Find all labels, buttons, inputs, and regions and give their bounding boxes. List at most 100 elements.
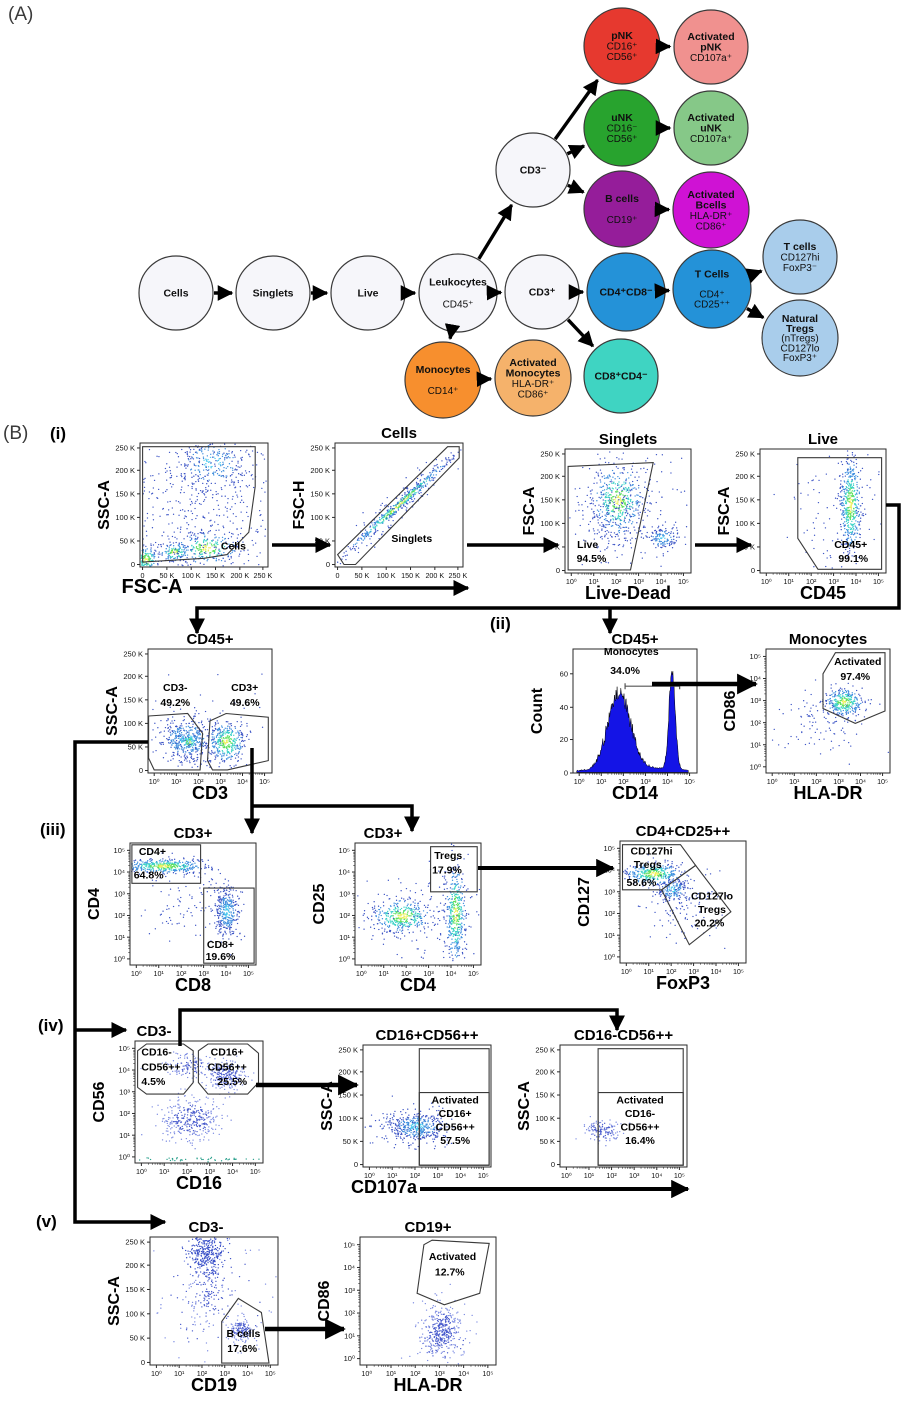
scatter-points-mono-act-1 [771, 679, 890, 765]
scatter-points-mono-act-0 [833, 693, 856, 711]
gate-bcells [221, 1297, 270, 1364]
x-tick-label: 10² [197, 1369, 208, 1378]
plot-frame [149, 1236, 279, 1366]
node-circle [672, 249, 752, 329]
y-tick-label: 150 K [310, 489, 330, 498]
node-label: T cells [784, 241, 817, 253]
x-tick-label: 200 K [425, 571, 444, 580]
scatter-points-livedead-3 [574, 453, 688, 566]
gate-label: 64.8% [134, 869, 164, 881]
y-tick-label: 10³ [604, 887, 615, 896]
scatter-points-cd4-cd8-2 [140, 849, 242, 942]
y-tick-label: 150 K [535, 1091, 555, 1100]
gate-act-cd16pos [418, 1092, 490, 1166]
node-label: FoxP3⁺ [783, 353, 817, 364]
y-tick-label: 100 K [125, 1309, 145, 1318]
scatter-points-cd127-foxp3-0 [628, 864, 678, 885]
y-tick-label: 50 K [343, 1137, 358, 1146]
x-tick-label: 10⁰ [767, 777, 778, 786]
plot-annotation: Monocytes [604, 646, 659, 658]
y-tick-label: 10³ [339, 889, 350, 898]
y-tick-label: 250 K [540, 450, 560, 459]
y-tick-label: 250 K [535, 1045, 555, 1054]
scatter-points-cd19-1 [195, 1272, 224, 1314]
y-tick-label: 100 K [535, 1114, 555, 1123]
plot-annotation: 34.0% [610, 665, 640, 677]
gate-label: 57.5% [440, 1135, 470, 1147]
scatter-points-cd127-foxp3-0 [643, 869, 665, 878]
y-axis-label: CD86 [722, 690, 739, 731]
y-tick-label: 10² [119, 1109, 130, 1118]
x-tick-label: 10³ [215, 777, 226, 786]
node-circle [762, 219, 838, 295]
y-axis-label: Count [529, 687, 546, 734]
y-tick-label: 100 K [310, 513, 330, 522]
y-tick-label: 10⁴ [338, 868, 350, 877]
scatter-points-cd127-foxp3-0 [637, 866, 671, 881]
gate-label: 97.4% [840, 671, 870, 683]
plot-cd127-foxp3: CD4+CD25++ 10⁰ 10¹ 10² 10³ 10⁴ 10⁵ 10⁰ 10¹ 10² 10³… [576, 823, 747, 993]
x-axis-label: HLA-DR [394, 1375, 463, 1395]
y-tick-label: 10¹ [344, 1331, 355, 1340]
y-tick-label: 10⁵ [119, 1044, 130, 1053]
gate-label: CD56++ [436, 1121, 475, 1133]
node-circle [761, 299, 839, 377]
x-tick-label: 10¹ [789, 777, 800, 786]
node-cells: Cells [138, 255, 214, 331]
node-label: Monocytes [506, 367, 561, 379]
gate-label: CD45+ [834, 539, 867, 551]
x-tick-label: 10⁰ [364, 1171, 375, 1180]
node-circle [235, 255, 311, 331]
x-tick-label: 10² [193, 777, 204, 786]
x-tick-label: 200 K [230, 571, 249, 580]
node-circle [495, 132, 571, 208]
y-axis-label: FSC-H [291, 481, 308, 530]
y-tick-label: 100 K [115, 513, 135, 522]
gate-label: 99.1% [838, 553, 868, 565]
x-tick-label: 10⁵ [468, 969, 479, 978]
gate-activated [822, 652, 886, 725]
x-tick-label: 10⁴ [651, 1171, 662, 1180]
plot-mono-act: Monocytes 10⁰ 10¹ 10² 10³ 10⁴ 10⁵ 10⁰ 10¹ 10² 10³ 1… [722, 631, 891, 803]
x-tick-label: 100 K [377, 571, 396, 580]
plot-title: CD45+ [611, 631, 658, 648]
y-tick-label: 10¹ [119, 1131, 130, 1140]
scatter-points-cd45-cd3-0 [151, 707, 224, 768]
x-axis-label: CD16 [176, 1173, 222, 1193]
plot-title: Monocytes [789, 631, 867, 648]
y-tick-label: 10³ [750, 696, 761, 705]
y-tick-label: 40 [560, 703, 568, 712]
scatter-points-cd19-2 [232, 1322, 250, 1339]
x-tick-label: 10⁵ [733, 967, 744, 976]
gate-label: 58.6% [627, 877, 657, 889]
y-tick-label: 0 [564, 769, 568, 778]
gate-label: CD16- [141, 1047, 172, 1059]
node-cd3neg: CD3⁻ [495, 132, 571, 208]
flow-arrow-leukocytes-to-cd3neg [477, 203, 514, 260]
node-label: CD3⁻ [520, 165, 547, 177]
gate-live [567, 462, 654, 571]
y-tick-label: 10⁵ [604, 844, 615, 853]
scatter-points-fsc-ssc-3 [188, 445, 234, 481]
scatter-points-livedead-2 [652, 530, 673, 546]
y-tick-label: 150 K [115, 489, 135, 498]
gate-label: Activated [429, 1251, 476, 1263]
y-axis-label: SSC-A [106, 1276, 123, 1326]
x-tick-label: 10³ [640, 777, 651, 786]
flow-arrow-cd3neg-to-pnk [553, 79, 599, 141]
gate-tregs [430, 846, 478, 893]
y-tick-label: 200 K [735, 472, 755, 481]
scatter-points-cd127-foxp3-0 [649, 871, 660, 877]
plot-frame [129, 842, 257, 966]
y-tick-label: 10⁰ [119, 1153, 130, 1162]
y-tick-label: 10⁵ [339, 846, 350, 855]
node-circle [583, 338, 659, 414]
x-axis-label: CD14 [612, 783, 658, 803]
y-tick-label: 0 [551, 1160, 555, 1169]
x-tick-label: 10⁵ [674, 1171, 685, 1180]
y-tick-label: 10⁵ [114, 846, 125, 855]
y-tick-label: 150 K [123, 695, 143, 704]
node-label: HLA-DR⁺ [690, 211, 733, 222]
scatter-points-livedead-0 [582, 452, 657, 552]
y-tick-label: 10⁰ [750, 762, 761, 771]
